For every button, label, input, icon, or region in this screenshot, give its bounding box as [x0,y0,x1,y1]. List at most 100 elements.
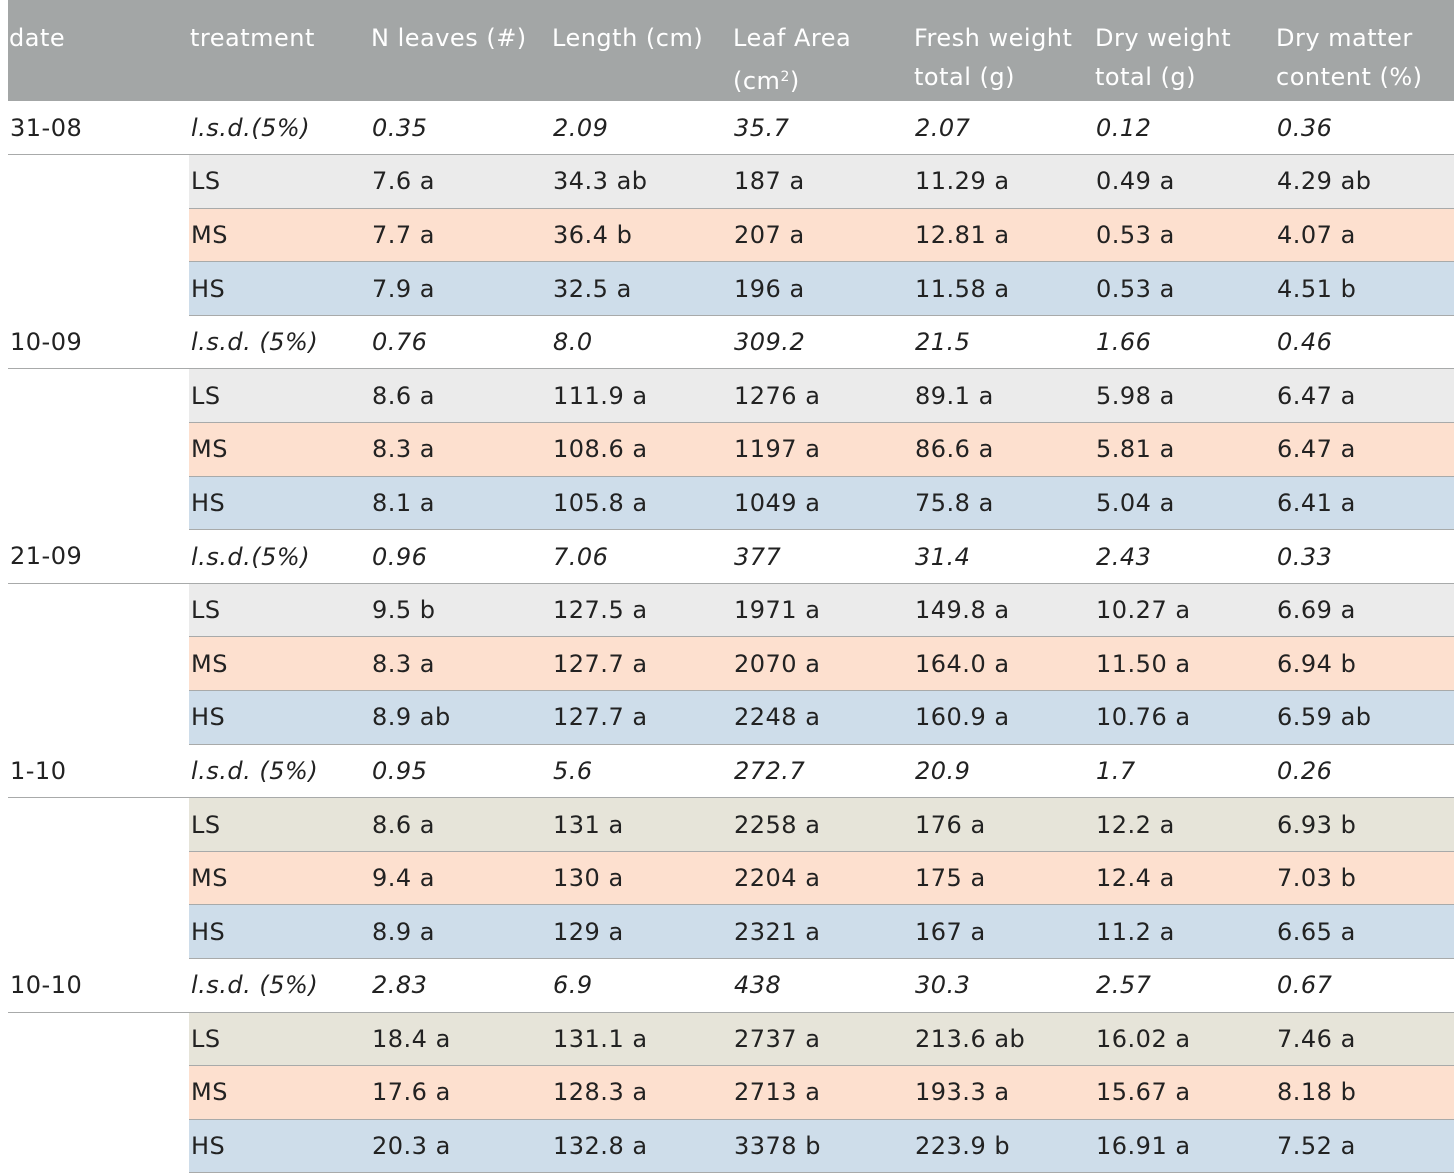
table-row-lsd: 31-08 l.s.d.(5%) 0.35 2.09 35.7 2.07 0.12 0.36 [8,101,1454,156]
cell-treatment: LS [189,368,370,424]
header-n-leaves: N leaves (#) [370,0,551,101]
cell-fresh-weight: 75.8 a [913,476,1094,531]
cell-n-leaves: 7.6 a [370,154,551,209]
date-cell-empty [8,422,189,477]
cell-leaf-area: 1049 a [732,476,913,531]
cell-leaf-area: 2321 a [732,904,913,959]
cell-n-leaves: 20.3 a [370,1119,551,1174]
table-row: HS 7.9 a 32.5 a 196 a 11.58 a 0.53 a 4.51 b [8,261,1454,316]
lsd-cell-leaf-area: 35.7 [732,101,913,156]
table-row: LS 7.6 a 34.3 ab 187 a 11.29 a 0.49 a 4.29 ab [8,154,1454,209]
lsd-cell-fresh-weight: 31.4 [913,529,1094,584]
cell-length: 36.4 b [551,208,732,263]
cell-leaf-area: 2248 a [732,690,913,745]
cell-fresh-weight: 89.1 a [913,368,1094,424]
cell-n-leaves: 8.3 a [370,636,551,692]
cell-fresh-weight: 176 a [913,797,1094,852]
lsd-cell-dry-matter: 0.36 [1275,101,1454,156]
cell-treatment: HS [189,261,370,316]
date-cell-empty [8,690,189,745]
date-cell-empty [8,154,189,209]
cell-n-leaves: 8.6 a [370,368,551,424]
table-row: LS 18.4 a 131.1 a 2737 a 213.6 ab 16.02 a 7.46… [8,1012,1454,1067]
lsd-cell-length: 6.9 [551,958,732,1013]
results-table-container: date treatment N leaves (#) Length (cm) … [8,0,1454,1174]
cell-fresh-weight: 164.0 a [913,636,1094,692]
header-dry-matter: Dry matter content (%) [1275,0,1454,101]
lsd-cell-length: 8.0 [551,315,732,370]
lsd-cell-dry-weight: 2.43 [1094,529,1275,584]
table-row: LS 8.6 a 131 a 2258 a 176 a 12.2 a 6.93 b [8,797,1454,852]
cell-fresh-weight: 11.29 a [913,154,1094,209]
cell-length: 129 a [551,904,732,959]
table-row: MS 8.3 a 127.7 a 2070 a 164.0 a 11.50 a 6.94 b [8,636,1454,692]
date-cell-empty [8,583,189,637]
cell-dry-matter: 6.93 b [1275,797,1454,852]
date-cell: 10-09 [8,315,189,370]
cell-leaf-area: 196 a [732,261,913,316]
cell-dry-matter: 6.69 a [1275,583,1454,638]
cell-dry-matter: 6.94 b [1275,636,1454,692]
table-row: MS 17.6 a 128.3 a 2713 a 193.3 a 15.67 a 8.18 … [8,1065,1454,1120]
cell-treatment: HS [189,690,370,745]
lsd-cell-leaf-area: 377 [732,529,913,584]
lsd-cell-n-leaves: 0.95 [370,744,551,799]
table-row-lsd: 10-09 l.s.d. (5%) 0.76 8.0 309.2 21.5 1.66 0.46 [8,315,1454,370]
cell-dry-weight: 16.02 a [1094,1012,1275,1067]
date-cell-empty [8,797,189,852]
cell-dry-matter: 4.29 ab [1275,154,1454,209]
cell-treatment: MS [189,1065,370,1120]
header-leaf-area: Leaf Area (cm2) [732,0,913,101]
table-header: date treatment N leaves (#) Length (cm) … [8,0,1454,101]
header-treatment: treatment [189,0,370,101]
cell-dry-matter: 6.59 ab [1275,690,1454,745]
cell-dry-matter: 7.46 a [1275,1012,1454,1067]
table-row-lsd: 21-09 l.s.d.(5%) 0.96 7.06 377 31.4 2.43 0.33 [8,529,1454,584]
cell-length: 127.7 a [551,690,732,745]
date-cell: 10-10 [8,958,189,1013]
cell-fresh-weight: 86.6 a [913,422,1094,477]
header-fresh-weight: Fresh weight total (g) [913,0,1094,101]
cell-dry-weight: 10.76 a [1094,690,1275,745]
cell-fresh-weight: 167 a [913,904,1094,959]
lsd-cell-dry-matter: 0.26 [1275,744,1454,799]
table-row: HS 8.1 a 105.8 a 1049 a 75.8 a 5.04 a 6.41 a [8,476,1454,531]
cell-treatment: LS [189,583,370,638]
cell-n-leaves: 17.6 a [370,1065,551,1120]
cell-dry-weight: 11.2 a [1094,904,1275,959]
cell-treatment: HS [189,476,370,531]
cell-length: 127.7 a [551,636,732,692]
date-cell-empty [8,1065,189,1120]
lsd-cell-leaf-area: 309.2 [732,315,913,370]
cell-leaf-area: 2070 a [732,636,913,692]
table-body: 31-08 l.s.d.(5%) 0.35 2.09 35.7 2.07 0.12 0.36 L… [8,101,1454,1174]
cell-dry-weight: 0.53 a [1094,208,1275,263]
cell-treatment: MS [189,422,370,477]
lsd-cell-n-leaves: 0.35 [370,101,551,156]
cell-leaf-area: 2713 a [732,1065,913,1120]
cell-leaf-area: 207 a [732,208,913,263]
cell-fresh-weight: 160.9 a [913,690,1094,745]
lsd-cell-fresh-weight: 30.3 [913,958,1094,1013]
cell-dry-weight: 0.49 a [1094,154,1275,209]
table-row: LS 9.5 b 127.5 a 1971 a 149.8 a 10.27 a 6.69 a [8,583,1454,638]
header-date: date [8,0,189,101]
cell-length: 131 a [551,797,732,852]
cell-treatment: LS [189,1012,370,1067]
table-row: MS 9.4 a 130 a 2204 a 175 a 12.4 a 7.03 b [8,851,1454,906]
cell-n-leaves: 7.9 a [370,261,551,316]
cell-n-leaves: 18.4 a [370,1012,551,1067]
cell-treatment: MS [189,636,370,692]
cell-length: 32.5 a [551,261,732,316]
cell-treatment: HS [189,904,370,959]
lsd-cell-fresh-weight: 2.07 [913,101,1094,156]
cell-length: 132.8 a [551,1119,732,1174]
lsd-cell-leaf-area: 438 [732,958,913,1013]
lsd-cell-length: 5.6 [551,744,732,799]
date-cell-empty [8,208,189,262]
cell-leaf-area: 3378 b [732,1119,913,1174]
cell-length: 128.3 a [551,1065,732,1120]
cell-length: 34.3 ab [551,154,732,209]
cell-length: 111.9 a [551,368,732,424]
date-cell-empty [8,476,189,530]
